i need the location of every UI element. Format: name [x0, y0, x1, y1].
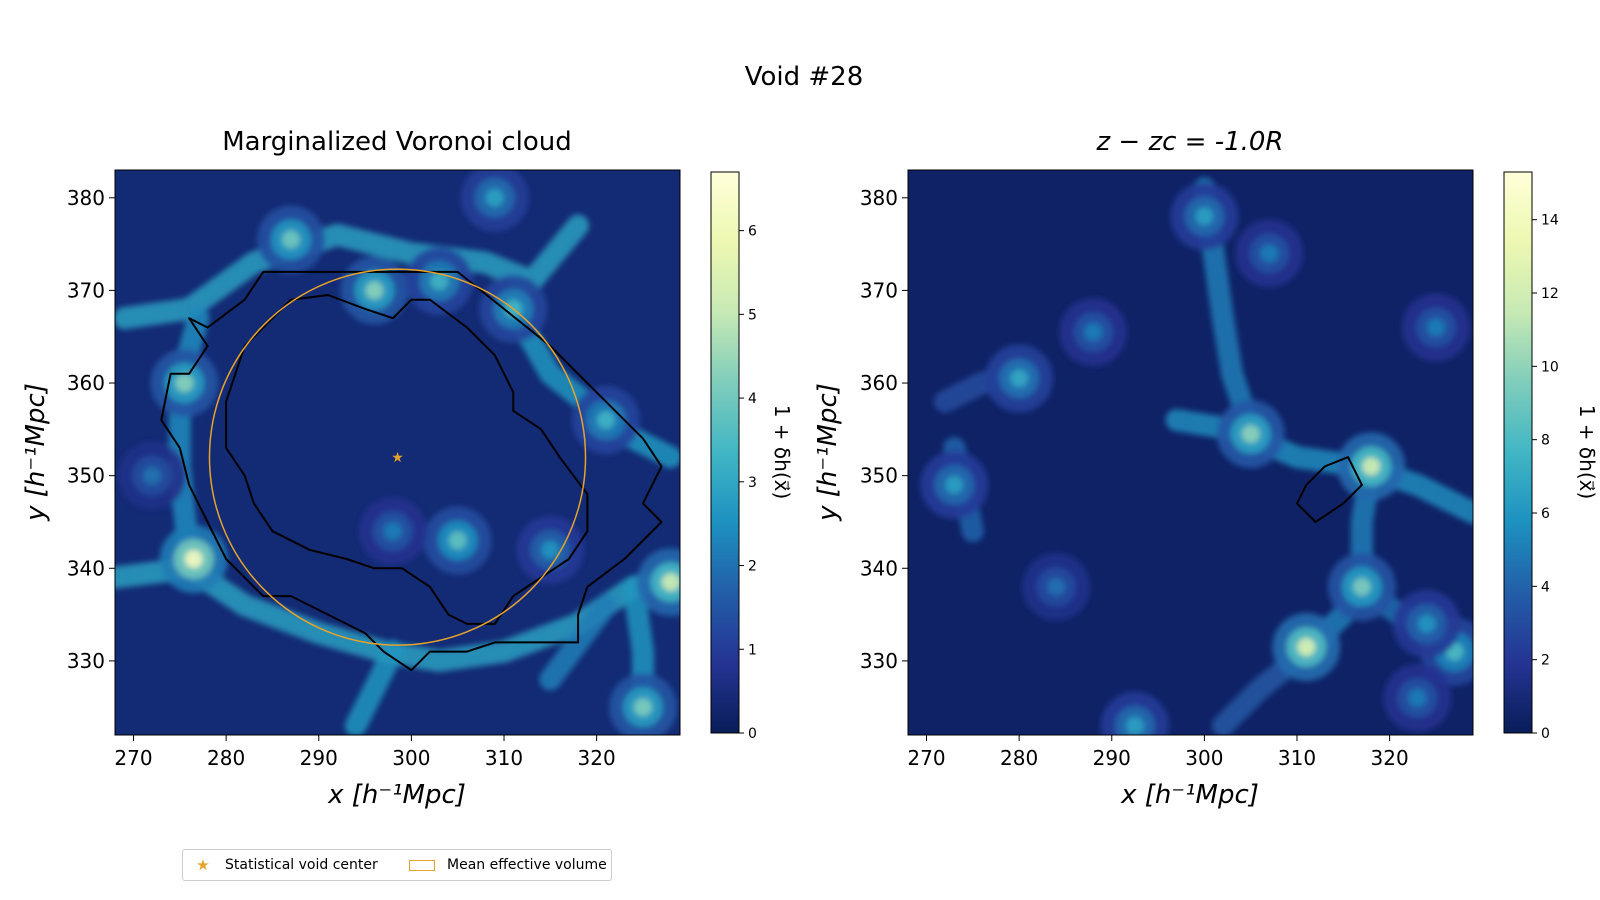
- right-contour-line: [1296, 456, 1363, 523]
- left-x-tick-label: 310: [485, 746, 523, 770]
- right-density-peak: [1297, 638, 1316, 657]
- left-y-tick-label: 340: [67, 556, 105, 580]
- left-density-peak: [485, 188, 504, 207]
- left-density-peak: [430, 272, 449, 291]
- left-colorbar-tick-label: 4: [748, 391, 757, 407]
- left-colorbar: 0 1 2 3 4 5 6 1 + δh(x⃗): [710, 171, 794, 742]
- left-colorbar-tick-label: 5: [748, 307, 757, 323]
- left-xlabel: x [h⁻¹Mpc]: [327, 780, 466, 810]
- right-density-peak: [1417, 614, 1436, 633]
- right-density-peak: [1260, 244, 1279, 263]
- left-y-tick-label: 380: [67, 186, 105, 210]
- left-panel: Marginalized Voronoi cloud ★ 270 280 290 30…: [21, 127, 681, 810]
- right-plot-frame: [907, 169, 1474, 736]
- left-density-peak: [383, 522, 402, 541]
- right-x-tick-label: 310: [1278, 746, 1316, 770]
- left-ylabel: y [h⁻¹Mpc]: [21, 383, 51, 522]
- legend-item-void-center: ★ Statistical void center: [193, 856, 378, 874]
- right-density-peak: [1010, 369, 1029, 388]
- right-colorbar-tick-label: 6: [1541, 506, 1550, 522]
- right-x-tick-label: 320: [1371, 746, 1409, 770]
- left-density-peak: [175, 374, 194, 393]
- right-contours: [1296, 456, 1363, 523]
- right-density-peak: [1408, 688, 1427, 707]
- right-y-tick-label: 330: [860, 649, 898, 673]
- left-colorbar-tick-label: 1: [748, 642, 757, 658]
- right-colorbar-tick-label: 10: [1541, 359, 1559, 375]
- right-colorbar-tick-label: 14: [1541, 213, 1559, 229]
- left-y-tick-label: 360: [67, 371, 105, 395]
- right-x-tick-label: 270: [907, 746, 945, 770]
- left-y-tick-label: 330: [67, 649, 105, 673]
- figure-suptitle: Void #28: [745, 62, 864, 92]
- right-colorbar-tick-label: 12: [1541, 286, 1559, 302]
- left-density-peak: [448, 531, 467, 550]
- rectangle-outline-icon: [409, 859, 435, 871]
- right-y-tick-label: 380: [860, 186, 898, 210]
- right-density-peak: [1241, 424, 1260, 443]
- right-colorbar-tick-label: 8: [1541, 433, 1550, 449]
- left-density-peak: [541, 540, 560, 559]
- left-x-tick-label: 280: [207, 746, 245, 770]
- right-heatmap: [908, 170, 1473, 735]
- left-colorbar-tick-label: 0: [748, 726, 757, 742]
- left-contours: [160, 270, 663, 672]
- legend-label-effective-volume: Mean effective volume: [447, 857, 607, 873]
- left-panel-title: Marginalized Voronoi cloud: [222, 127, 572, 157]
- right-density-peak: [1426, 318, 1445, 337]
- left-density-peak: [596, 411, 615, 430]
- legend: ★ Statistical void center Mean effective…: [182, 849, 612, 881]
- left-contour-line: [160, 270, 663, 672]
- right-colorbar-label: 1 + δh(x⃗): [1575, 405, 1599, 500]
- legend-item-effective-volume: Mean effective volume: [409, 856, 607, 874]
- left-colorbar-tick-label: 2: [748, 559, 757, 575]
- left-y-tick-label: 350: [67, 464, 105, 488]
- right-xlabel: x [h⁻¹Mpc]: [1120, 780, 1259, 810]
- left-density-peak: [661, 573, 680, 592]
- left-x-tick-label: 300: [392, 746, 430, 770]
- left-y-tick-label: 370: [67, 278, 105, 302]
- right-panel: z − zc = -1.0R 270 280 290 300 310 320 330 340 3…: [813, 127, 1474, 810]
- effective-volume-circle: [208, 268, 587, 646]
- right-colorbar-tick-label: 0: [1541, 726, 1550, 742]
- left-x-tick-label: 290: [300, 746, 338, 770]
- right-colorbar-tick-label: 2: [1541, 653, 1550, 669]
- right-y-tick-label: 340: [860, 556, 898, 580]
- left-density-peak: [633, 698, 652, 717]
- right-density-peak: [1352, 577, 1371, 596]
- left-x-tick-label: 270: [114, 746, 152, 770]
- right-ylabel: y [h⁻¹Mpc]: [813, 383, 843, 522]
- left-colorbar-tick-label: 6: [748, 224, 757, 240]
- legend-label-void-center: Statistical void center: [225, 857, 378, 873]
- left-density-peak: [281, 230, 300, 249]
- right-x-tick-label: 280: [1000, 746, 1038, 770]
- right-x-tick-label: 290: [1093, 746, 1131, 770]
- left-colorbar-tick-label: 3: [748, 475, 757, 491]
- right-colorbar: 0 2 4 6 8 10 12 14 1 + δh(x⃗): [1503, 171, 1599, 742]
- left-density-peak: [365, 281, 384, 300]
- star-icon: ★: [196, 856, 210, 874]
- left-density-peak: [184, 550, 203, 569]
- right-density-peak: [1084, 323, 1103, 342]
- right-x-tick-label: 300: [1185, 746, 1223, 770]
- left-contour-line: [225, 294, 589, 625]
- right-density-peak: [1125, 716, 1144, 735]
- right-density-peak: [945, 475, 964, 494]
- right-panel-title: z − zc = -1.0R: [1095, 127, 1283, 157]
- left-colorbar-label: 1 + δh(x⃗): [770, 405, 794, 500]
- right-density-peak: [1195, 207, 1214, 226]
- right-colorbar-tick-label: 4: [1541, 579, 1550, 595]
- right-y-tick-label: 350: [860, 464, 898, 488]
- right-density-peak: [1362, 457, 1381, 476]
- left-density-ridge: [344, 640, 404, 735]
- right-y-tick-label: 370: [860, 278, 898, 302]
- right-density-peak: [1047, 577, 1066, 596]
- left-density-peak: [143, 466, 162, 485]
- void-center-star-icon: ★: [391, 450, 404, 466]
- left-x-tick-label: 320: [578, 746, 616, 770]
- left-plot-frame: [114, 169, 681, 736]
- left-heatmap: [115, 170, 680, 735]
- right-y-tick-label: 360: [860, 371, 898, 395]
